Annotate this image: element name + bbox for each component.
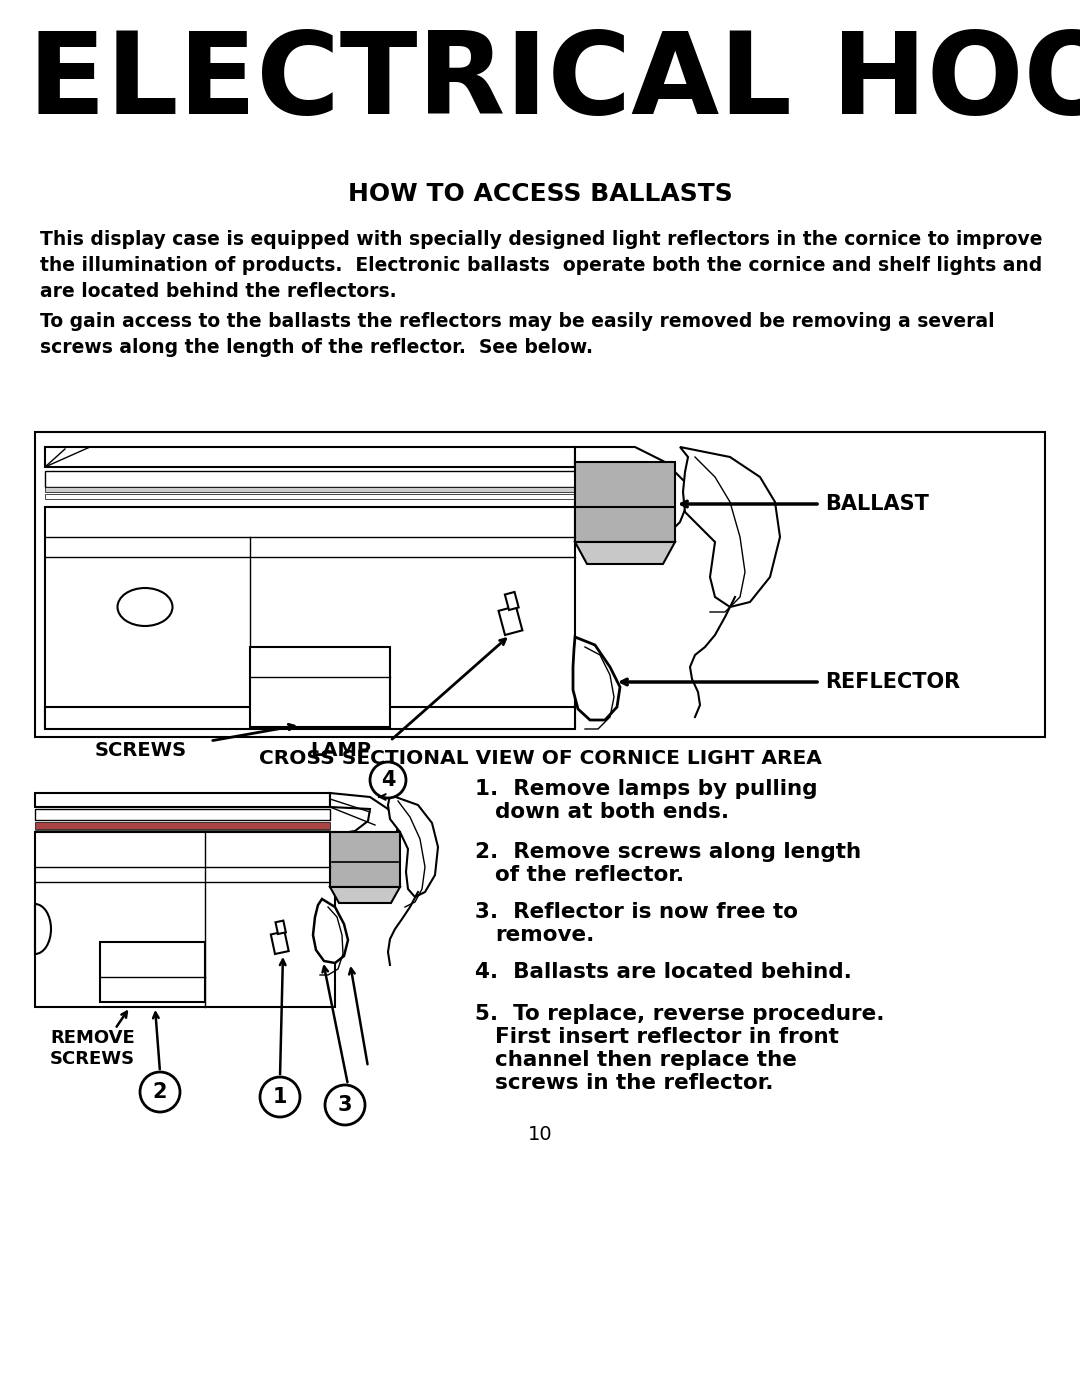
Text: HOW TO ACCESS BALLASTS: HOW TO ACCESS BALLASTS [348, 182, 732, 205]
Bar [45, 447, 575, 467]
Text: 10: 10 [528, 1125, 552, 1144]
Bar [575, 462, 675, 542]
Bar [100, 942, 205, 1002]
Bar [45, 488, 575, 492]
Text: 4.  Ballasts are located behind.: 4. Ballasts are located behind. [475, 963, 852, 982]
Text: screws along the length of the reflector.  See below.: screws along the length of the reflector… [40, 338, 593, 358]
Bar [275, 921, 286, 935]
Polygon shape [330, 793, 399, 854]
Text: REMOVE
SCREWS: REMOVE SCREWS [50, 1030, 135, 1067]
Text: REFLECTOR: REFLECTOR [825, 672, 960, 692]
Bar [45, 471, 575, 488]
Text: To gain access to the ballasts the reflectors may be easily removed be removing : To gain access to the ballasts the refle… [40, 312, 995, 331]
Bar [271, 932, 288, 954]
Text: 3.  Reflector is now free to: 3. Reflector is now free to [475, 902, 798, 922]
Text: 1: 1 [273, 1087, 287, 1106]
Bar [45, 495, 575, 499]
Text: CROSS SECTIONAL VIEW OF CORNICE LIGHT AREA: CROSS SECTIONAL VIEW OF CORNICE LIGHT AR… [258, 749, 822, 768]
Bar [35, 793, 330, 807]
Text: LAMP: LAMP [310, 740, 372, 760]
Bar [35, 833, 335, 1007]
Bar [35, 432, 1045, 738]
Bar [35, 821, 330, 828]
Polygon shape [575, 542, 675, 564]
Text: 5.  To replace, reverse procedure.: 5. To replace, reverse procedure. [475, 1004, 885, 1024]
Bar [249, 647, 390, 726]
Text: SCREWS: SCREWS [95, 740, 187, 760]
Bar [330, 833, 400, 887]
Polygon shape [388, 795, 438, 897]
Polygon shape [313, 900, 348, 963]
Polygon shape [573, 637, 620, 719]
Circle shape [260, 1077, 300, 1118]
Text: the illumination of products.  Electronic ballasts  operate both the cornice and: the illumination of products. Electronic… [40, 256, 1042, 275]
Bar [45, 507, 575, 726]
Text: 3: 3 [338, 1095, 352, 1115]
Text: This display case is equipped with specially designed light reflectors in the co: This display case is equipped with speci… [40, 231, 1042, 249]
Polygon shape [575, 447, 688, 542]
Bar [499, 606, 523, 636]
Text: screws in the reflector.: screws in the reflector. [495, 1073, 773, 1092]
Circle shape [325, 1085, 365, 1125]
Bar [45, 707, 575, 729]
Text: ELECTRICAL HOOKUP: ELECTRICAL HOOKUP [28, 27, 1080, 138]
Text: down at both ends.: down at both ends. [495, 802, 729, 821]
Bar [504, 592, 518, 610]
Text: 1.  Remove lamps by pulling: 1. Remove lamps by pulling [475, 780, 818, 799]
Text: of the reflector.: of the reflector. [495, 865, 684, 886]
Bar [35, 830, 330, 835]
Polygon shape [330, 887, 400, 902]
Text: channel then replace the: channel then replace the [495, 1051, 797, 1070]
Text: First insert reflector in front: First insert reflector in front [495, 1027, 839, 1046]
Text: 4: 4 [381, 770, 395, 789]
Circle shape [140, 1071, 180, 1112]
Text: 2.  Remove screws along length: 2. Remove screws along length [475, 842, 861, 862]
Text: BALLAST: BALLAST [825, 495, 929, 514]
Text: are located behind the reflectors.: are located behind the reflectors. [40, 282, 396, 300]
Ellipse shape [118, 588, 173, 626]
Text: remove.: remove. [495, 925, 594, 944]
Text: 2: 2 [152, 1083, 167, 1102]
Polygon shape [680, 447, 780, 608]
Circle shape [370, 761, 406, 798]
Bar [35, 809, 330, 820]
